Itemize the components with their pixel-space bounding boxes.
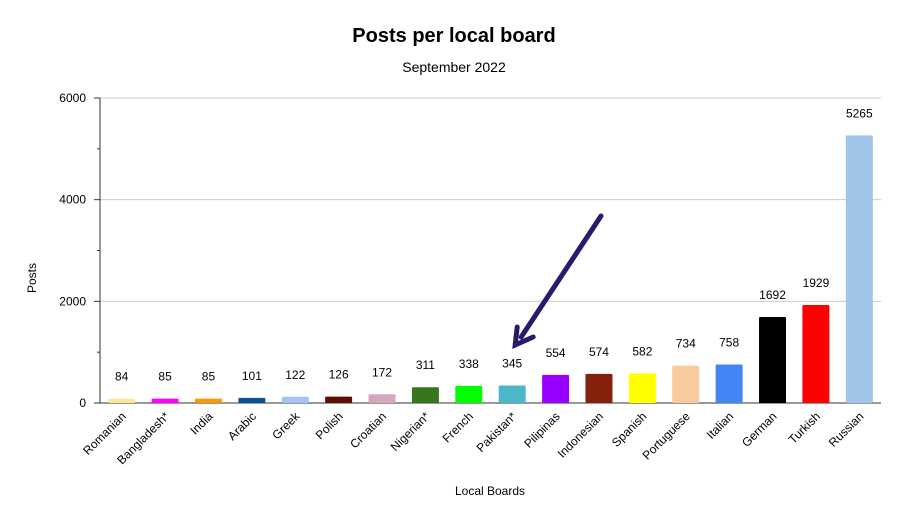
bar	[325, 396, 353, 403]
x-tick-label: Nigerian*	[388, 409, 433, 454]
y-tick-label: 2000	[59, 294, 86, 308]
data-label: 172	[372, 365, 392, 379]
y-axis-title: Posts	[25, 263, 39, 293]
annotation-arrow-head	[512, 324, 536, 350]
data-label: 345	[502, 356, 522, 370]
x-tick-label: French	[440, 409, 476, 445]
bar	[715, 364, 743, 403]
bar	[498, 385, 526, 403]
bar	[368, 394, 396, 403]
data-label: 84	[115, 370, 129, 384]
data-label: 85	[158, 370, 172, 384]
data-label: 1692	[759, 288, 786, 302]
x-tick-label: India	[187, 409, 216, 438]
data-label: 554	[546, 346, 566, 360]
data-label: 122	[285, 368, 305, 382]
bar	[585, 373, 613, 403]
x-tick-label: Russian	[826, 409, 867, 450]
y-tick-label: 0	[79, 396, 86, 410]
annotation-arrow-shaft	[518, 213, 604, 340]
bar	[108, 398, 136, 403]
data-label: 85	[202, 370, 216, 384]
grid-lines	[100, 97, 881, 302]
data-label: 101	[242, 369, 262, 383]
data-label: 338	[459, 357, 479, 371]
x-tick-label: Portuguese	[640, 409, 694, 463]
bar	[455, 385, 483, 403]
annotation-arrow	[512, 213, 604, 350]
data-label: 734	[676, 337, 696, 351]
data-label: 1929	[803, 276, 830, 290]
y-tick-label: 6000	[59, 91, 86, 105]
x-tick-label: Spanish	[609, 409, 650, 450]
axes	[94, 97, 881, 404]
data-label: 126	[329, 368, 349, 382]
bar	[281, 396, 309, 403]
data-label: 582	[632, 344, 652, 358]
bar	[151, 398, 179, 403]
bar	[759, 316, 787, 403]
x-tick-label: Croatian	[347, 409, 389, 451]
x-axis-title: Local Boards	[455, 484, 525, 498]
bar	[194, 398, 222, 403]
data-label: 574	[589, 345, 609, 359]
data-label: 5265	[846, 106, 873, 120]
y-tick-labels: 0 2000 4000 6000	[59, 91, 86, 410]
data-label: 311	[416, 358, 435, 372]
x-tick-label: Pakistan*	[474, 409, 520, 455]
x-tick-label: Indonesian	[555, 409, 606, 460]
chart-subtitle: September 2022	[402, 59, 506, 75]
chart-title: Posts per local board	[352, 25, 556, 47]
bar	[628, 373, 656, 403]
x-tick-label: Greek	[269, 409, 303, 443]
bar	[672, 365, 700, 403]
data-label: 758	[719, 335, 739, 349]
bars	[108, 135, 873, 404]
x-tick-label: German	[739, 409, 780, 450]
x-tick-label: Polish	[313, 409, 346, 442]
x-tick-label: Arabic	[225, 409, 259, 443]
bar	[238, 397, 266, 403]
x-tick-label: Italian	[704, 409, 737, 442]
bar	[542, 374, 570, 403]
x-tick-label: Pilipinas	[521, 409, 563, 451]
x-tick-label: Turkish	[786, 409, 823, 446]
bar	[845, 135, 873, 404]
data-labels: 84 85 85 101 122 126 172 311 338 345 554 574 582 734 7…	[115, 106, 873, 383]
bar	[411, 387, 439, 403]
bar	[802, 304, 830, 403]
y-tick-label: 4000	[59, 193, 86, 207]
